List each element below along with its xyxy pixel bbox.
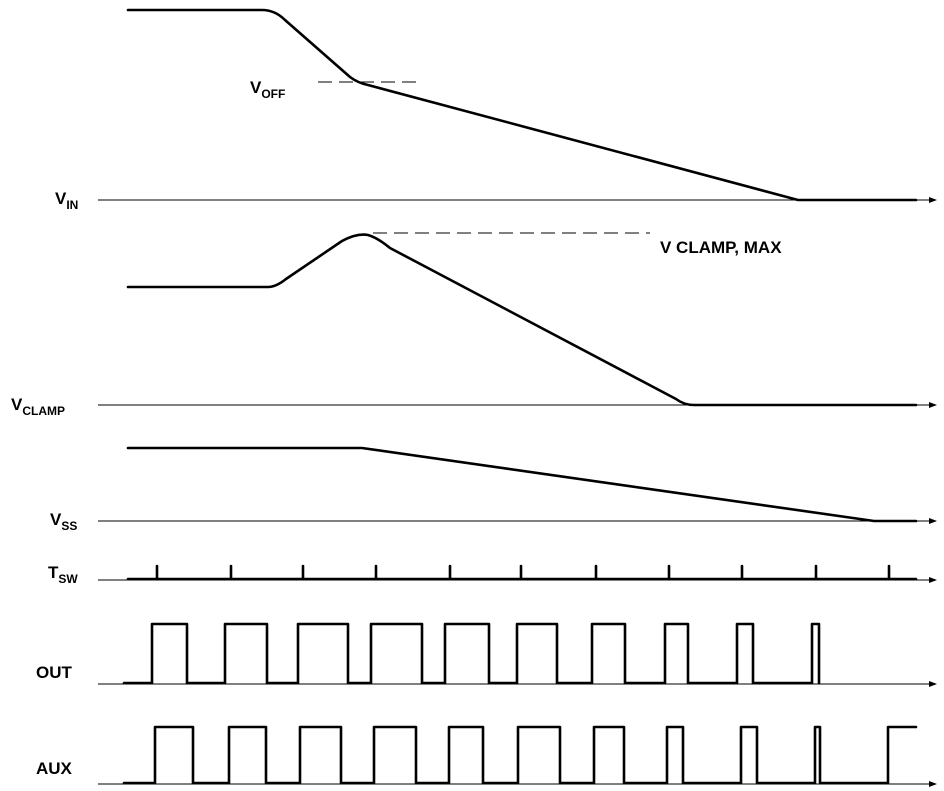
out-waveform — [122, 622, 821, 685]
out-label: OUT — [36, 663, 73, 682]
vss-waveform — [126, 446, 918, 523]
vin-waveform — [126, 8, 918, 202]
voff-label: VOFF — [250, 78, 285, 101]
tsw-label: TSW — [48, 563, 78, 586]
aux-waveform — [122, 725, 918, 785]
tsw-waveform — [126, 564, 918, 581]
vclamp-max-label: V CLAMP, MAX — [660, 238, 782, 257]
vss-label: VSS — [50, 510, 77, 533]
vin-label: VIN — [55, 189, 78, 212]
vclamp-waveform — [126, 233, 918, 407]
aux-label: AUX — [36, 759, 73, 778]
vclamp-label: VCLAMP — [11, 395, 65, 418]
